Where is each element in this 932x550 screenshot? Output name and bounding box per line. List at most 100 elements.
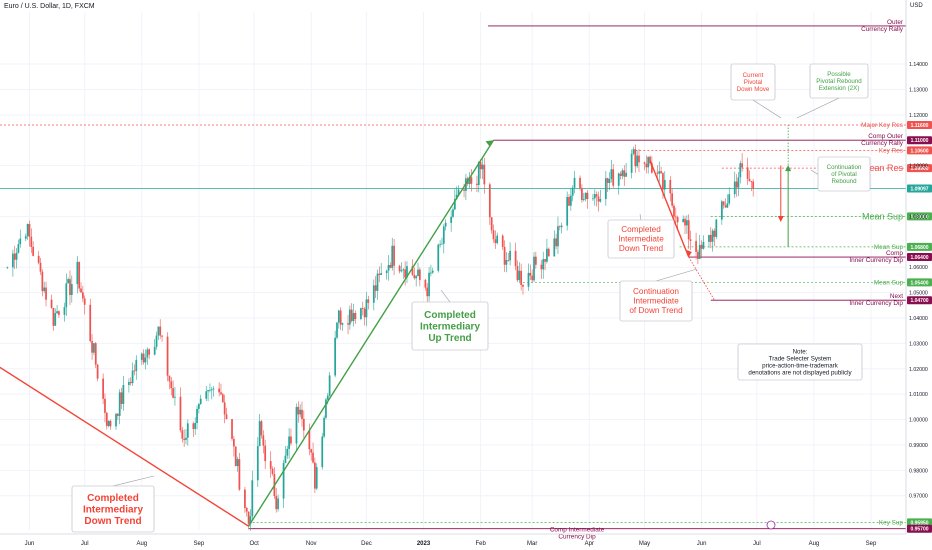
candle-body <box>308 430 311 450</box>
callout-text: Continuation <box>633 287 679 296</box>
callout-box <box>411 301 489 351</box>
candle-body <box>194 423 197 429</box>
candle-body <box>118 392 121 416</box>
candle-body <box>660 171 662 174</box>
callout-text: Completed <box>621 225 661 234</box>
callout-text: Down Trend <box>619 244 664 253</box>
candle-body <box>148 349 151 355</box>
candle-body <box>566 197 569 226</box>
candles <box>6 144 755 531</box>
candle-body <box>674 216 677 218</box>
trend-lines <box>0 139 715 527</box>
candle-body <box>26 223 29 237</box>
chart-title: Euro / U.S. Dollar, 1D, FXCM <box>4 3 95 10</box>
candle-body <box>39 262 42 272</box>
candle-body <box>288 436 290 449</box>
candle-body <box>557 226 559 247</box>
candle-body <box>56 311 58 314</box>
callout-pointer <box>639 213 642 221</box>
price-badge-text: 1.09097 <box>910 186 928 192</box>
price-badge-text: 1.05400 <box>910 280 928 286</box>
candle-body <box>328 375 331 396</box>
candle-body <box>185 437 187 440</box>
candle-body <box>210 389 213 391</box>
candle-body <box>444 222 447 227</box>
candle-body <box>669 179 672 194</box>
candle-body <box>569 195 572 206</box>
candle-body <box>238 459 241 490</box>
candle-body <box>94 343 97 365</box>
candle-body <box>212 388 215 390</box>
callout-text: of Pivotal <box>831 171 856 178</box>
candle-body <box>374 285 377 291</box>
level-label: Key Res <box>879 147 903 154</box>
candle-body <box>336 322 338 338</box>
candle-body <box>619 173 622 176</box>
candle-body <box>83 298 86 305</box>
candle-body <box>479 162 482 170</box>
candle-body <box>170 381 173 389</box>
level-label: Currency Rally <box>861 140 904 147</box>
candle-body <box>494 239 497 244</box>
candle-body <box>302 418 305 431</box>
trend-arrowhead <box>485 140 494 147</box>
candle-body <box>142 353 145 363</box>
candle-body <box>43 287 46 292</box>
price-badge <box>907 212 932 221</box>
callout-text: Intermediary <box>420 321 480 332</box>
candle-body <box>452 209 454 217</box>
candle-body <box>341 323 344 325</box>
level-label: Outer <box>887 19 904 26</box>
trend-line <box>248 139 495 527</box>
candle-body <box>236 459 239 467</box>
trend-continuation <box>688 256 715 301</box>
candle-body <box>558 226 561 228</box>
candle-body <box>262 435 265 446</box>
candle-body <box>540 264 543 270</box>
price-badge <box>907 524 932 533</box>
candle-body <box>685 220 688 226</box>
candle-body <box>737 177 740 188</box>
callout-text: price-action-time-trademark <box>762 363 839 370</box>
candle-body <box>544 259 546 262</box>
candle-body <box>496 235 499 244</box>
candle-body <box>133 370 136 372</box>
candle-body <box>15 252 18 260</box>
x-tick-label: May <box>639 541 650 547</box>
candle-body <box>6 267 9 269</box>
callout-text: denotations are not displayed publicly <box>748 370 852 377</box>
candle-body <box>630 153 633 173</box>
candle-body <box>67 279 70 284</box>
x-axis: Jun Jul Aug Sep Oct Nov Dec 2023 Feb Mar Apr May Jun… <box>0 533 906 547</box>
candle-body <box>17 244 20 253</box>
candle-body <box>527 272 530 287</box>
candle-body <box>582 199 585 201</box>
candle-body <box>708 234 710 242</box>
candle-body <box>65 283 68 308</box>
x-tick-label: Sep <box>866 541 877 547</box>
y-tick-label: 1.05000 <box>909 291 928 297</box>
candle-body <box>337 310 340 323</box>
callout-box <box>607 219 675 259</box>
callout-text: of Down Trend <box>629 306 683 315</box>
candle-body <box>713 230 716 237</box>
candle-body <box>437 244 440 271</box>
candle-body <box>146 349 149 358</box>
callout-text: Intermediary <box>83 504 143 515</box>
candle-body <box>269 461 272 469</box>
price-badge-text: 1.06800 <box>910 245 928 251</box>
candle-body <box>244 489 246 508</box>
candle-body <box>509 250 511 261</box>
callout-text: Current <box>743 72 764 79</box>
candle-body <box>555 238 557 247</box>
candle-body <box>595 194 598 197</box>
candle-body <box>450 216 453 223</box>
candle-body <box>606 178 609 183</box>
candle-body <box>636 155 639 167</box>
callout-text: Completed <box>87 493 139 504</box>
candle-body <box>697 251 699 259</box>
